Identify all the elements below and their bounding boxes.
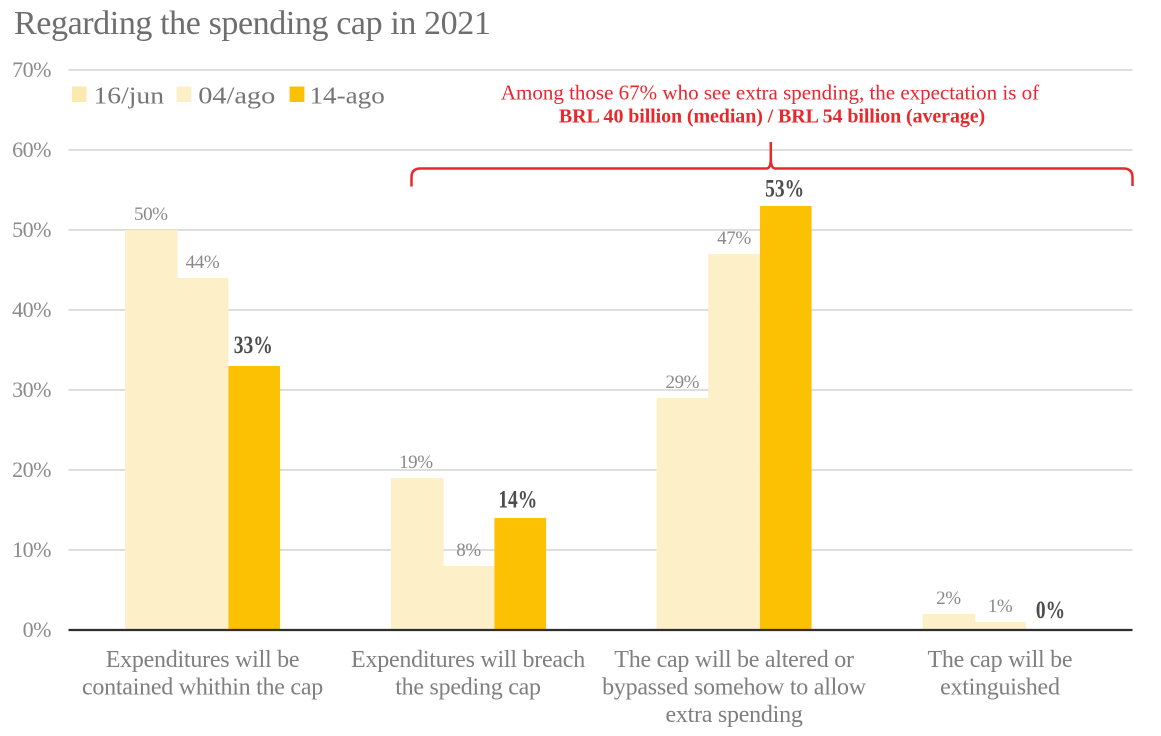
svg-text:extra spending: extra spending	[665, 702, 802, 728]
svg-text:40%: 40%	[12, 297, 51, 322]
svg-text:BRL 40 billion (median) / BRL: BRL 40 billion (median) / BRL 54 billion…	[559, 105, 985, 127]
svg-text:0%: 0%	[23, 617, 52, 642]
svg-text:Among those 67% who see extra: Among those 67% who see extra spending, …	[501, 81, 1039, 105]
svg-text:70%: 70%	[12, 57, 51, 82]
svg-text:29%: 29%	[665, 372, 699, 393]
svg-text:50%: 50%	[12, 217, 51, 242]
svg-text:contained whithin the cap: contained whithin the cap	[82, 675, 323, 701]
svg-text:19%: 19%	[399, 452, 433, 473]
svg-text:1%: 1%	[988, 596, 1013, 617]
svg-text:33%: 33%	[234, 331, 273, 359]
svg-text:44%: 44%	[186, 252, 220, 273]
svg-text:Regarding the spending cap in: Regarding the spending cap in 2021	[14, 5, 490, 42]
svg-text:2%: 2%	[936, 588, 961, 609]
svg-text:The cap will be: The cap will be	[927, 647, 1072, 673]
svg-text:50%: 50%	[134, 204, 168, 225]
svg-text:Expenditures will be: Expenditures will be	[106, 647, 300, 673]
svg-text:60%: 60%	[12, 137, 51, 162]
svg-text:30%: 30%	[12, 377, 51, 402]
svg-text:The cap will be altered or: The cap will be altered or	[614, 647, 854, 673]
svg-text:bypassed somehow to allow: bypassed somehow to allow	[602, 675, 867, 701]
svg-text:extinguished: extinguished	[940, 675, 1060, 701]
svg-text:10%: 10%	[12, 537, 51, 562]
svg-text:8%: 8%	[456, 540, 481, 561]
svg-text:47%: 47%	[717, 228, 751, 249]
svg-text:Expenditures will breach: Expenditures will breach	[351, 647, 585, 673]
svg-text:the speding cap: the speding cap	[395, 675, 541, 701]
svg-text:20%: 20%	[12, 457, 51, 482]
svg-text:04/ago: 04/ago	[198, 82, 275, 109]
svg-text:16/jun: 16/jun	[94, 82, 165, 109]
svg-text:14%: 14%	[498, 485, 537, 513]
svg-text:53%: 53%	[765, 174, 804, 202]
svg-text:0%: 0%	[1036, 596, 1065, 624]
svg-text:14-ago: 14-ago	[310, 82, 385, 109]
